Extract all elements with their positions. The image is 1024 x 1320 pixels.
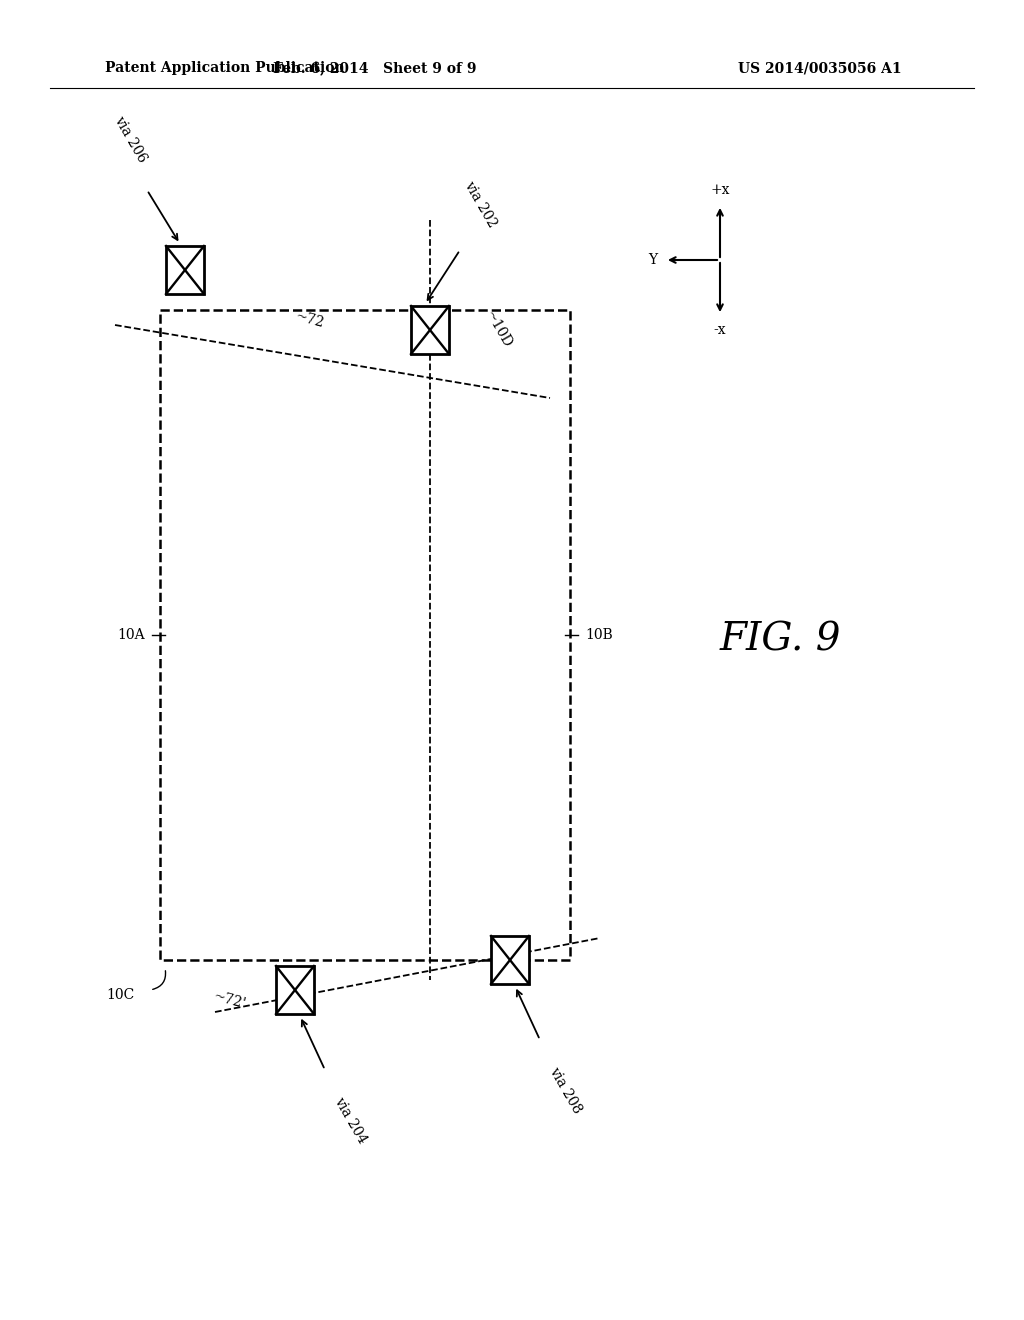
Text: via 202: via 202: [461, 178, 499, 230]
Bar: [411, 306, 449, 354]
Text: Y: Y: [648, 253, 657, 267]
Text: via 204: via 204: [331, 1096, 369, 1147]
Text: ~72: ~72: [294, 309, 326, 330]
Text: via 208: via 208: [546, 1065, 584, 1117]
Text: Feb. 6, 2014   Sheet 9 of 9: Feb. 6, 2014 Sheet 9 of 9: [273, 61, 477, 75]
Text: ~10D: ~10D: [482, 308, 514, 350]
Bar: [166, 246, 204, 294]
Bar: [276, 966, 314, 1014]
Text: Patent Application Publication: Patent Application Publication: [105, 61, 345, 75]
Text: via 206: via 206: [111, 114, 148, 165]
Text: +x: +x: [711, 183, 730, 197]
Bar: [490, 936, 529, 983]
Text: US 2014/0035056 A1: US 2014/0035056 A1: [738, 61, 902, 75]
Text: 10B: 10B: [585, 628, 612, 642]
Text: 10C: 10C: [106, 987, 135, 1002]
Text: ~72': ~72': [212, 989, 248, 1011]
Text: 10A: 10A: [118, 628, 145, 642]
Bar: [160, 310, 570, 960]
Text: -x: -x: [714, 323, 726, 337]
Text: FIG. 9: FIG. 9: [719, 622, 841, 659]
